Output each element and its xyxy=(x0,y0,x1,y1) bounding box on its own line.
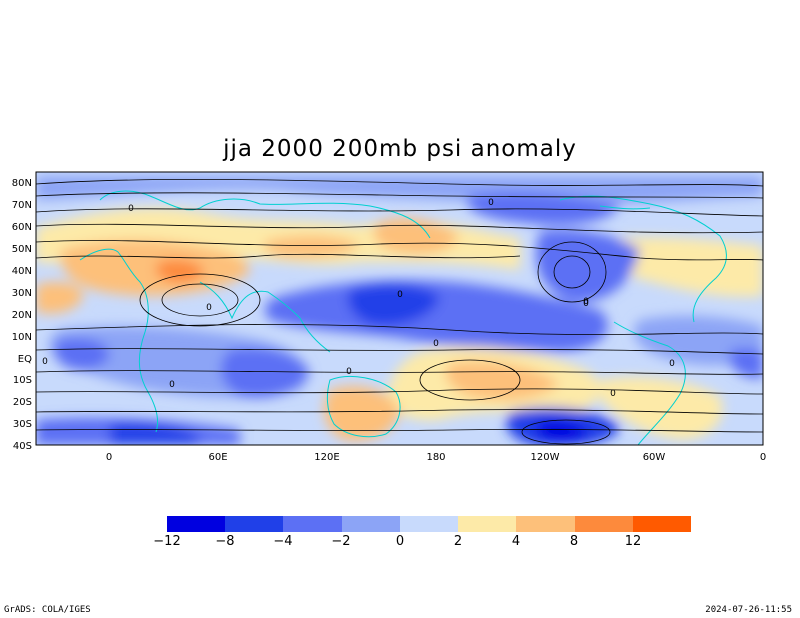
colorbar-cell xyxy=(341,516,400,532)
lon-label-0-east: 0 xyxy=(759,452,767,463)
contour-label: 0 xyxy=(583,299,589,309)
colorbar-cell xyxy=(283,516,342,532)
contour-label: 0 xyxy=(669,359,675,369)
map-frame xyxy=(35,171,764,446)
software-credit: GrADS: COLA/IGES xyxy=(4,605,91,615)
colorbar-cell xyxy=(225,516,284,532)
lon-label-60w: 60W xyxy=(642,452,666,463)
colorbar-label: 2 xyxy=(453,534,463,549)
shading-layer xyxy=(36,172,763,445)
lat-label-80n: 80N xyxy=(11,178,32,189)
colorbar-label: −2 xyxy=(331,534,351,549)
colorbar-label: −12 xyxy=(153,534,181,549)
lon-label-60e: 60E xyxy=(208,452,228,463)
colorbar-cell xyxy=(167,516,226,532)
contour-label: 0 xyxy=(610,389,616,399)
lat-label-50n: 50N xyxy=(11,244,32,255)
map-title: jja 2000 200mb psi anomaly xyxy=(223,136,577,162)
streamlines xyxy=(36,178,763,445)
contour-label: 0 xyxy=(128,204,134,214)
colorbar-label: 0 xyxy=(395,534,405,549)
colorbar-cell xyxy=(574,516,633,532)
lat-label-10s: 10S xyxy=(12,375,32,386)
lat-label-40n: 40N xyxy=(11,266,32,277)
contour-label: 0 xyxy=(206,303,212,313)
lat-label-eq: EQ xyxy=(17,354,32,365)
lon-label-0: 0 xyxy=(105,452,113,463)
contour-label: 0 xyxy=(346,367,352,377)
contour-label: 0 xyxy=(433,339,439,349)
colorbar-label: 8 xyxy=(569,534,579,549)
lat-label-60n: 60N xyxy=(11,222,32,233)
colorbar-label: −4 xyxy=(273,534,293,549)
lat-label-40s: 40S xyxy=(12,441,32,452)
lat-label-30n: 30N xyxy=(11,288,32,299)
colorbar-cell xyxy=(399,516,459,532)
contour-label: 0 xyxy=(583,297,589,307)
colorbar-label: −8 xyxy=(215,534,235,549)
contour-labels: 0 0 0 0 0 0 0 0 0 0 0 0 xyxy=(42,198,675,399)
lat-label-30s: 30S xyxy=(12,419,32,430)
lat-label-20n: 20N xyxy=(11,310,32,321)
lon-label-180: 180 xyxy=(426,452,446,463)
lat-label-70n: 70N xyxy=(11,200,32,211)
lat-label-10n: 10N xyxy=(11,332,32,343)
colorbar-label: 12 xyxy=(624,534,642,549)
lon-label-120e: 120E xyxy=(314,452,340,463)
lon-label-120w: 120W xyxy=(530,452,560,463)
contour-label: 0 xyxy=(397,290,403,300)
colorbar-cell xyxy=(632,516,691,532)
colorbar-label: 4 xyxy=(511,534,521,549)
contour-label: 0 xyxy=(169,380,175,390)
colorbar-cell xyxy=(458,516,517,532)
colorbar-cell xyxy=(516,516,575,532)
contour-label: 0 xyxy=(488,198,494,208)
timestamp: 2024-07-26-11:55 xyxy=(705,605,792,615)
contour-label: 0 xyxy=(42,357,48,367)
coastlines xyxy=(79,190,727,445)
color-bar xyxy=(167,516,691,532)
lat-label-20s: 20S xyxy=(12,397,32,408)
